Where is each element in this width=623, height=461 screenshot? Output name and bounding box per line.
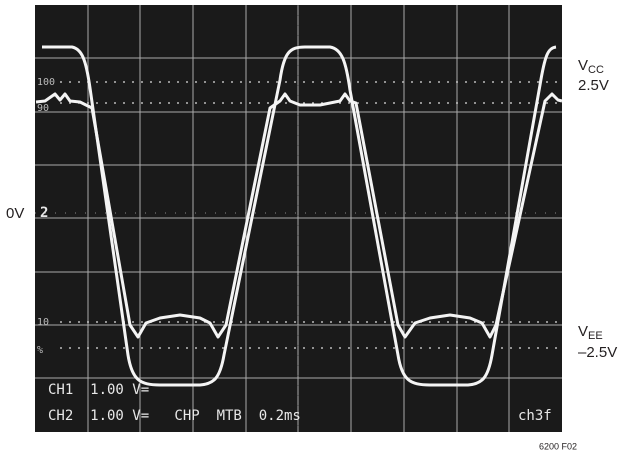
graticule xyxy=(35,5,562,432)
readout-tag: ch3f xyxy=(518,408,552,424)
vee-level: –2.5V xyxy=(578,344,617,361)
vee-subscript: EE xyxy=(588,330,603,342)
trace-2 xyxy=(35,92,563,339)
mark-0: % xyxy=(37,345,43,356)
vee-label: VEE xyxy=(578,323,603,342)
vcc-subscript: CC xyxy=(588,64,604,76)
figure-id: 6200 F02 xyxy=(539,441,577,451)
vcc-symbol: V xyxy=(578,57,588,74)
mark-100: 100 xyxy=(37,77,55,88)
readout-ch2: CH2 1.00 V= CHP MTB 0.2ms xyxy=(48,408,301,424)
readout-ch1: CH1 1.00 V= xyxy=(48,382,149,398)
trace-1 xyxy=(42,45,557,387)
mark-90: 90 xyxy=(37,103,49,114)
vee-symbol: V xyxy=(578,323,588,340)
zero-label: 0V xyxy=(6,205,24,222)
vcc-level: 2.5V xyxy=(578,77,609,94)
mark-10: 10 xyxy=(37,317,49,328)
vcc-label: VCC xyxy=(578,57,604,76)
ground-marker: 2 xyxy=(40,205,48,221)
